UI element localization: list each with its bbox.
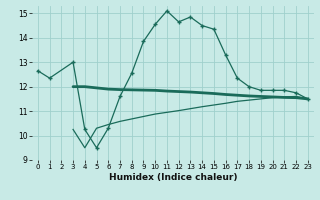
X-axis label: Humidex (Indice chaleur): Humidex (Indice chaleur): [108, 173, 237, 182]
